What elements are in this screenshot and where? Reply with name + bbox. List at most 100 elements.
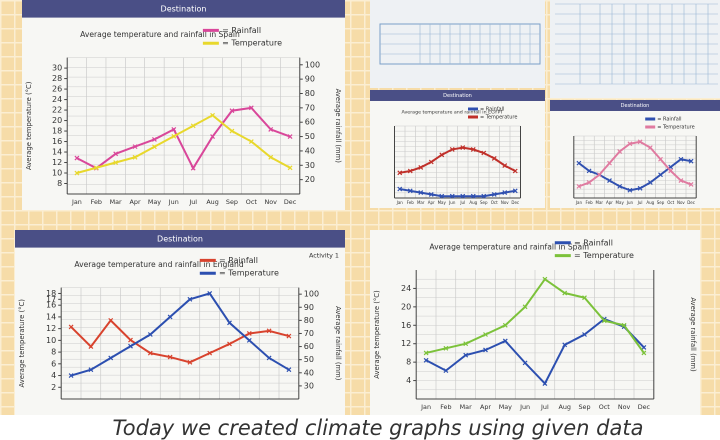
x-tick-label: May <box>438 200 447 205</box>
point <box>93 165 99 171</box>
point <box>207 350 213 356</box>
x-tick-label: Sep <box>480 200 488 205</box>
x-tick-label: Oct <box>599 403 611 411</box>
point <box>542 276 548 282</box>
point <box>491 155 497 161</box>
point <box>207 291 213 296</box>
y2-tick-label: 30 <box>304 381 314 390</box>
x-tick-label: Apr <box>480 403 491 411</box>
header-band <box>22 0 345 18</box>
point <box>68 373 74 378</box>
x-tick-label: May <box>616 200 625 205</box>
header: Destination <box>157 234 203 243</box>
y-tick-label: 2 <box>51 383 56 392</box>
point <box>167 354 173 360</box>
header-band <box>550 100 720 111</box>
legend-label: = Rainfall <box>657 117 681 123</box>
y2-tick-label: 30 <box>305 161 315 170</box>
point <box>132 144 138 150</box>
x-tick-label: Jun <box>448 200 456 205</box>
point <box>397 170 403 176</box>
y-tick-label: 20 <box>52 116 62 125</box>
x-tick-label: Dec <box>284 198 297 206</box>
x-tick-label: Feb <box>440 403 451 411</box>
point <box>483 332 488 337</box>
chart-photo: Destination Average temperature and rainf… <box>370 90 545 208</box>
caption-box <box>0 415 720 440</box>
point <box>562 342 568 348</box>
legend-label: = Temperature <box>574 251 634 260</box>
legend-label: = Temperature <box>222 39 282 48</box>
header-band <box>15 230 345 248</box>
y2-tick-label: 80 <box>305 89 315 98</box>
x-tick-label: Dec <box>687 200 695 205</box>
point <box>502 190 508 196</box>
y-tick-label: 24 <box>52 95 62 104</box>
point <box>460 193 466 199</box>
point <box>576 183 582 189</box>
y2-tick-label: 50 <box>305 132 315 141</box>
point <box>171 133 177 139</box>
point <box>407 188 413 194</box>
point <box>418 190 424 196</box>
point <box>470 146 476 152</box>
point <box>449 146 455 152</box>
point <box>621 322 627 328</box>
chart-photo: Destination Average temperature and rainf… <box>22 0 345 210</box>
point <box>88 344 94 350</box>
y-tick-label: 20 <box>401 302 411 311</box>
point <box>287 134 293 139</box>
activity: Activity 1 <box>309 252 339 260</box>
x-tick-label: Jun <box>168 198 179 206</box>
point <box>637 139 643 145</box>
point <box>582 332 587 337</box>
point <box>582 295 587 301</box>
point <box>522 304 528 310</box>
y2-tick-label: 90 <box>305 75 315 84</box>
x-tick-label: Jan <box>71 198 82 206</box>
point <box>407 168 413 174</box>
y-tick-label: 18 <box>52 127 62 136</box>
point <box>397 186 403 192</box>
header-band <box>370 90 545 101</box>
point <box>596 172 602 178</box>
point <box>128 343 133 349</box>
x-tick-label: Sep <box>657 200 665 205</box>
point <box>617 149 623 154</box>
x-tick-label: Aug <box>646 200 654 205</box>
point <box>542 381 548 386</box>
legend-label: = Temperature <box>219 269 279 278</box>
point <box>601 318 607 324</box>
point <box>187 296 193 302</box>
legend-label: = Temperature <box>480 115 517 121</box>
point <box>286 333 292 339</box>
y-axis-label: Average temperature (°C) <box>18 299 26 388</box>
y-tick-label: 12 <box>46 324 56 333</box>
series-line <box>399 188 516 198</box>
y-tick-label: 14 <box>46 312 56 321</box>
point <box>502 163 508 169</box>
point <box>481 150 487 156</box>
point <box>491 191 497 197</box>
y-tick-label: 12 <box>52 158 62 167</box>
point <box>418 164 424 170</box>
x-tick-label: Oct <box>667 200 674 205</box>
point <box>152 144 157 150</box>
series-line <box>425 317 645 386</box>
point <box>617 183 623 189</box>
y-tick-label: 4 <box>406 376 411 385</box>
point <box>470 193 476 199</box>
point <box>171 126 177 132</box>
point <box>68 324 74 330</box>
point <box>187 359 193 365</box>
point <box>167 314 173 320</box>
point <box>463 341 469 347</box>
x-tick-label: Jul <box>188 198 197 206</box>
x-tick-label: May <box>148 198 161 206</box>
point <box>227 341 232 347</box>
point <box>113 160 119 165</box>
point <box>688 182 694 187</box>
chart-photo: Destination = Rainfall = Temperature Jan Feb… <box>550 100 720 208</box>
y2-tick-label: 100 <box>305 60 320 69</box>
